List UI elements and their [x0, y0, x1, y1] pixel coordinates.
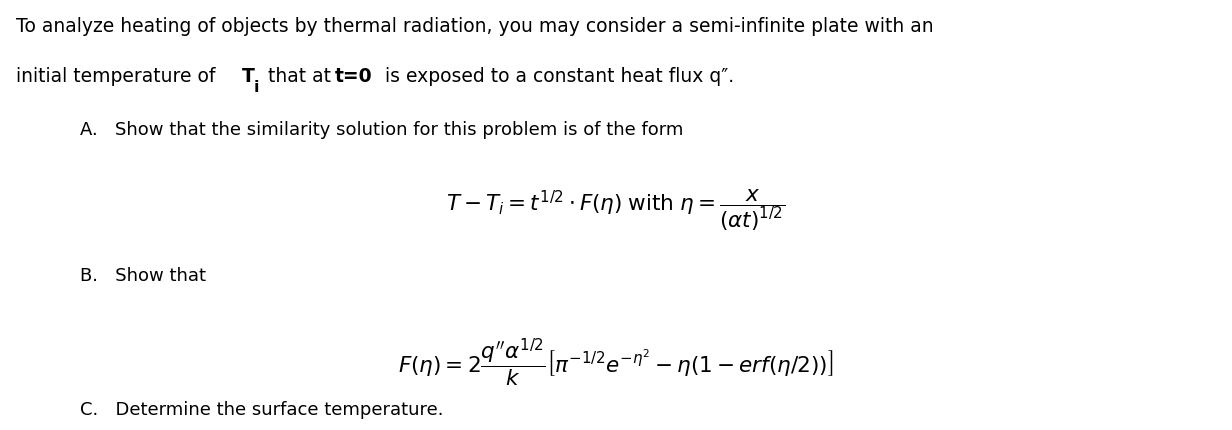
Text: A.   Show that the similarity solution for this problem is of the form: A. Show that the similarity solution for… — [80, 120, 684, 138]
Text: initial temperature of: initial temperature of — [16, 67, 222, 86]
Text: To analyze heating of objects by thermal radiation, you may consider a semi-infi: To analyze heating of objects by thermal… — [16, 17, 934, 36]
Text: B.   Show that: B. Show that — [80, 267, 206, 285]
Text: T: T — [241, 67, 254, 86]
Text: $T - T_i = t^{1/2} \cdot F(\eta) \; \mathrm{with} \; \eta = \dfrac{x}{(\alpha t): $T - T_i = t^{1/2} \cdot F(\eta) \; \mat… — [446, 187, 786, 232]
Text: is exposed to a constant heat flux q″.: is exposed to a constant heat flux q″. — [379, 67, 734, 86]
Text: C.   Determine the surface temperature.: C. Determine the surface temperature. — [80, 400, 444, 418]
Text: $F(\eta) = 2\dfrac{q^{\prime\prime}\alpha^{1/2}}{k}\left[\pi^{-1/2}e^{-\eta^2} -: $F(\eta) = 2\dfrac{q^{\prime\prime}\alph… — [398, 335, 834, 387]
Text: t=0: t=0 — [335, 67, 373, 86]
Text: that at: that at — [262, 67, 338, 86]
Text: i: i — [254, 80, 259, 95]
